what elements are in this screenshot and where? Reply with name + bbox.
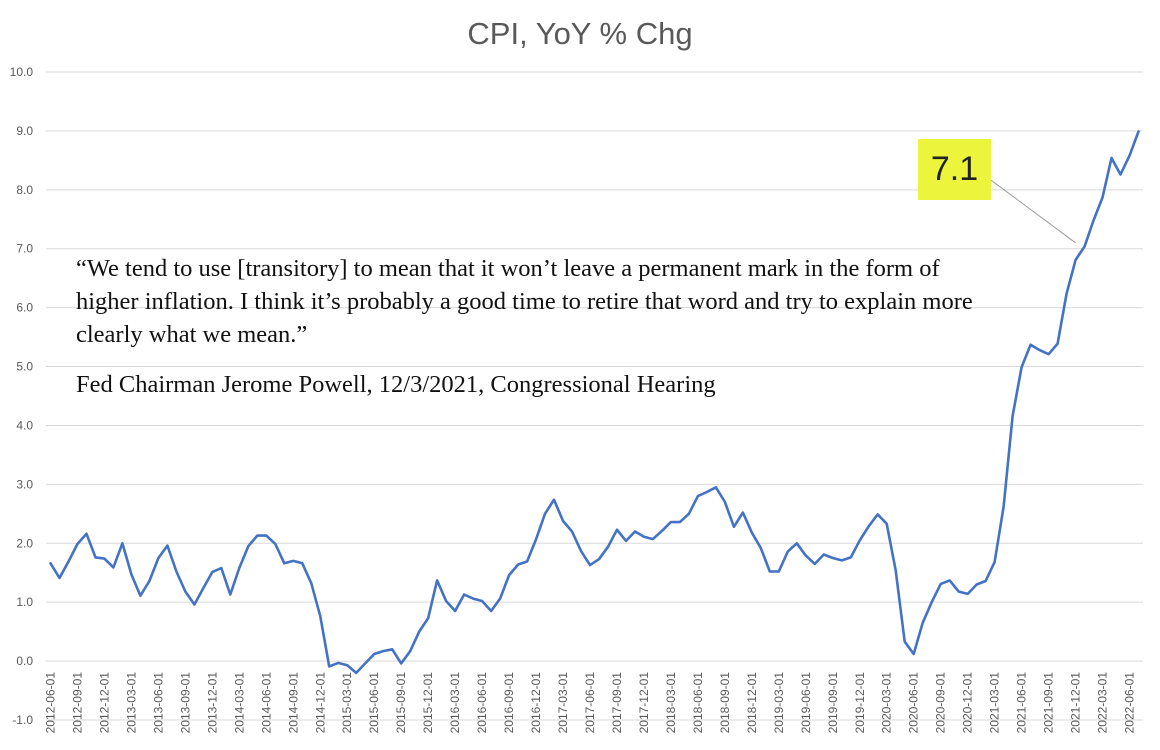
x-tick-label: 2017-12-01	[637, 672, 651, 734]
x-tick-label: 2019-12-01	[853, 672, 867, 734]
x-tick-label: 2017-06-01	[583, 672, 597, 734]
x-tick-label: 2017-09-01	[610, 672, 624, 734]
powell-quote: “We tend to use [transitory] to mean tha…	[76, 255, 973, 348]
y-tick-label: 1.0	[16, 595, 33, 609]
y-tick-label: 4.0	[16, 418, 33, 432]
x-tick-label: 2016-06-01	[475, 672, 489, 734]
x-tick-label: 2020-12-01	[961, 672, 975, 734]
x-tick-label: 2014-06-01	[259, 672, 273, 734]
y-tick-label: 7.0	[16, 242, 33, 256]
annotation-leader-line	[979, 171, 1076, 244]
x-tick-label: 2012-12-01	[97, 672, 111, 734]
x-tick-label: 2018-09-01	[718, 672, 732, 734]
y-tick-label: 10.0	[10, 65, 34, 79]
x-tick-label: 2021-06-01	[1015, 672, 1029, 734]
x-tick-label: 2014-12-01	[313, 672, 327, 734]
y-tick-label: 8.0	[16, 183, 33, 197]
x-tick-label: 2019-06-01	[799, 672, 813, 734]
x-tick-label: 2018-03-01	[664, 672, 678, 734]
y-tick-label: 5.0	[16, 360, 33, 374]
x-tick-label: 2013-12-01	[205, 672, 219, 734]
x-axis-ticks: 2012-06-01 2012-09-01 2012-12-01 2013-03-01…	[43, 672, 1136, 734]
x-tick-label: 2022-06-01	[1123, 672, 1137, 734]
y-tick-label: 0.0	[16, 654, 33, 668]
y-tick-label: 6.0	[16, 301, 33, 315]
x-tick-label: 2013-09-01	[178, 672, 192, 734]
x-tick-label: 2014-09-01	[286, 672, 300, 734]
x-tick-label: 2015-09-01	[394, 672, 408, 734]
x-tick-label: 2015-12-01	[421, 672, 435, 734]
x-tick-label: 2012-09-01	[70, 672, 84, 734]
x-tick-label: 2016-09-01	[502, 672, 516, 734]
x-tick-label: 2018-12-01	[745, 672, 759, 734]
x-tick-label: 2018-06-01	[691, 672, 705, 734]
x-tick-label: 2020-03-01	[880, 672, 894, 734]
x-tick-label: 2020-09-01	[934, 672, 948, 734]
x-tick-label: 2013-06-01	[151, 672, 165, 734]
x-tick-label: 2022-03-01	[1096, 672, 1110, 734]
x-tick-label: 2019-03-01	[772, 672, 786, 734]
y-axis-ticks: -1.0 0.0 1.0 2.0 3.0 4.0 5.0 6.0 7.0 8.0 9.0 10.0	[10, 65, 34, 727]
x-tick-label: 2013-03-01	[124, 672, 138, 734]
x-tick-label: 2019-09-01	[826, 672, 840, 734]
annotation-callout-label: 7.1	[918, 139, 991, 200]
y-tick-label: 9.0	[16, 124, 33, 138]
y-tick-label: 2.0	[16, 536, 33, 550]
chart-title: CPI, YoY % Chg	[467, 16, 692, 51]
quote-attribution: Fed Chairman Jerome Powell, 12/3/2021, C…	[76, 371, 716, 398]
x-tick-label: 2015-06-01	[367, 672, 381, 734]
x-tick-label: 2017-03-01	[556, 672, 570, 734]
y-tick-label: -1.0	[12, 713, 33, 727]
x-tick-label: 2021-03-01	[988, 672, 1002, 734]
x-tick-label: 2015-03-01	[340, 672, 354, 734]
x-tick-label: 2012-06-01	[43, 672, 57, 734]
series-line-cpi	[49, 130, 1140, 675]
x-tick-label: 2016-12-01	[529, 672, 543, 734]
y-tick-label: 3.0	[16, 477, 33, 491]
x-tick-label: 2020-06-01	[907, 672, 921, 734]
x-tick-label: 2021-09-01	[1042, 672, 1056, 734]
x-tick-label: 2014-03-01	[232, 672, 246, 734]
x-tick-label: 2021-12-01	[1069, 672, 1083, 734]
x-tick-label: 2016-03-01	[448, 672, 462, 734]
